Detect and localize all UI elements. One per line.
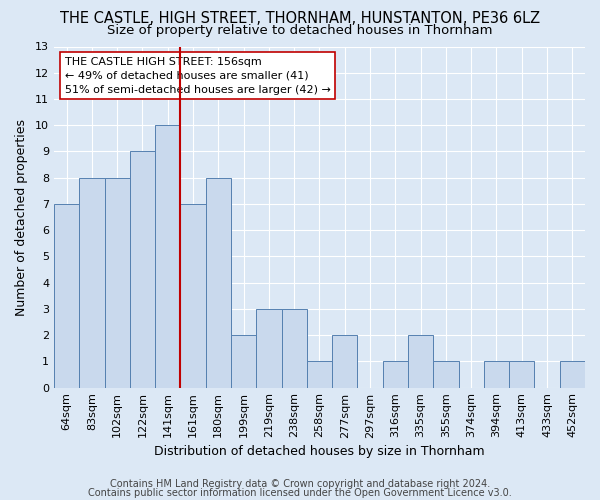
Text: THE CASTLE, HIGH STREET, THORNHAM, HUNSTANTON, PE36 6LZ: THE CASTLE, HIGH STREET, THORNHAM, HUNST… [60, 11, 540, 26]
Bar [256, 309, 281, 388]
Bar [408, 335, 433, 388]
Bar [509, 362, 535, 388]
Bar [155, 125, 181, 388]
Bar [54, 204, 79, 388]
Bar [206, 178, 231, 388]
Text: Contains public sector information licensed under the Open Government Licence v3: Contains public sector information licen… [88, 488, 512, 498]
Bar [281, 309, 307, 388]
Bar [484, 362, 509, 388]
Text: Size of property relative to detached houses in Thornham: Size of property relative to detached ho… [107, 24, 493, 37]
Bar [79, 178, 104, 388]
Bar [433, 362, 458, 388]
Bar [181, 204, 206, 388]
Text: THE CASTLE HIGH STREET: 156sqm
← 49% of detached houses are smaller (41)
51% of : THE CASTLE HIGH STREET: 156sqm ← 49% of … [65, 56, 331, 94]
Bar [231, 335, 256, 388]
Bar [307, 362, 332, 388]
Bar [104, 178, 130, 388]
Bar [383, 362, 408, 388]
Bar [560, 362, 585, 388]
Y-axis label: Number of detached properties: Number of detached properties [15, 118, 28, 316]
X-axis label: Distribution of detached houses by size in Thornham: Distribution of detached houses by size … [154, 444, 485, 458]
Text: Contains HM Land Registry data © Crown copyright and database right 2024.: Contains HM Land Registry data © Crown c… [110, 479, 490, 489]
Bar [130, 152, 155, 388]
Bar [332, 335, 358, 388]
